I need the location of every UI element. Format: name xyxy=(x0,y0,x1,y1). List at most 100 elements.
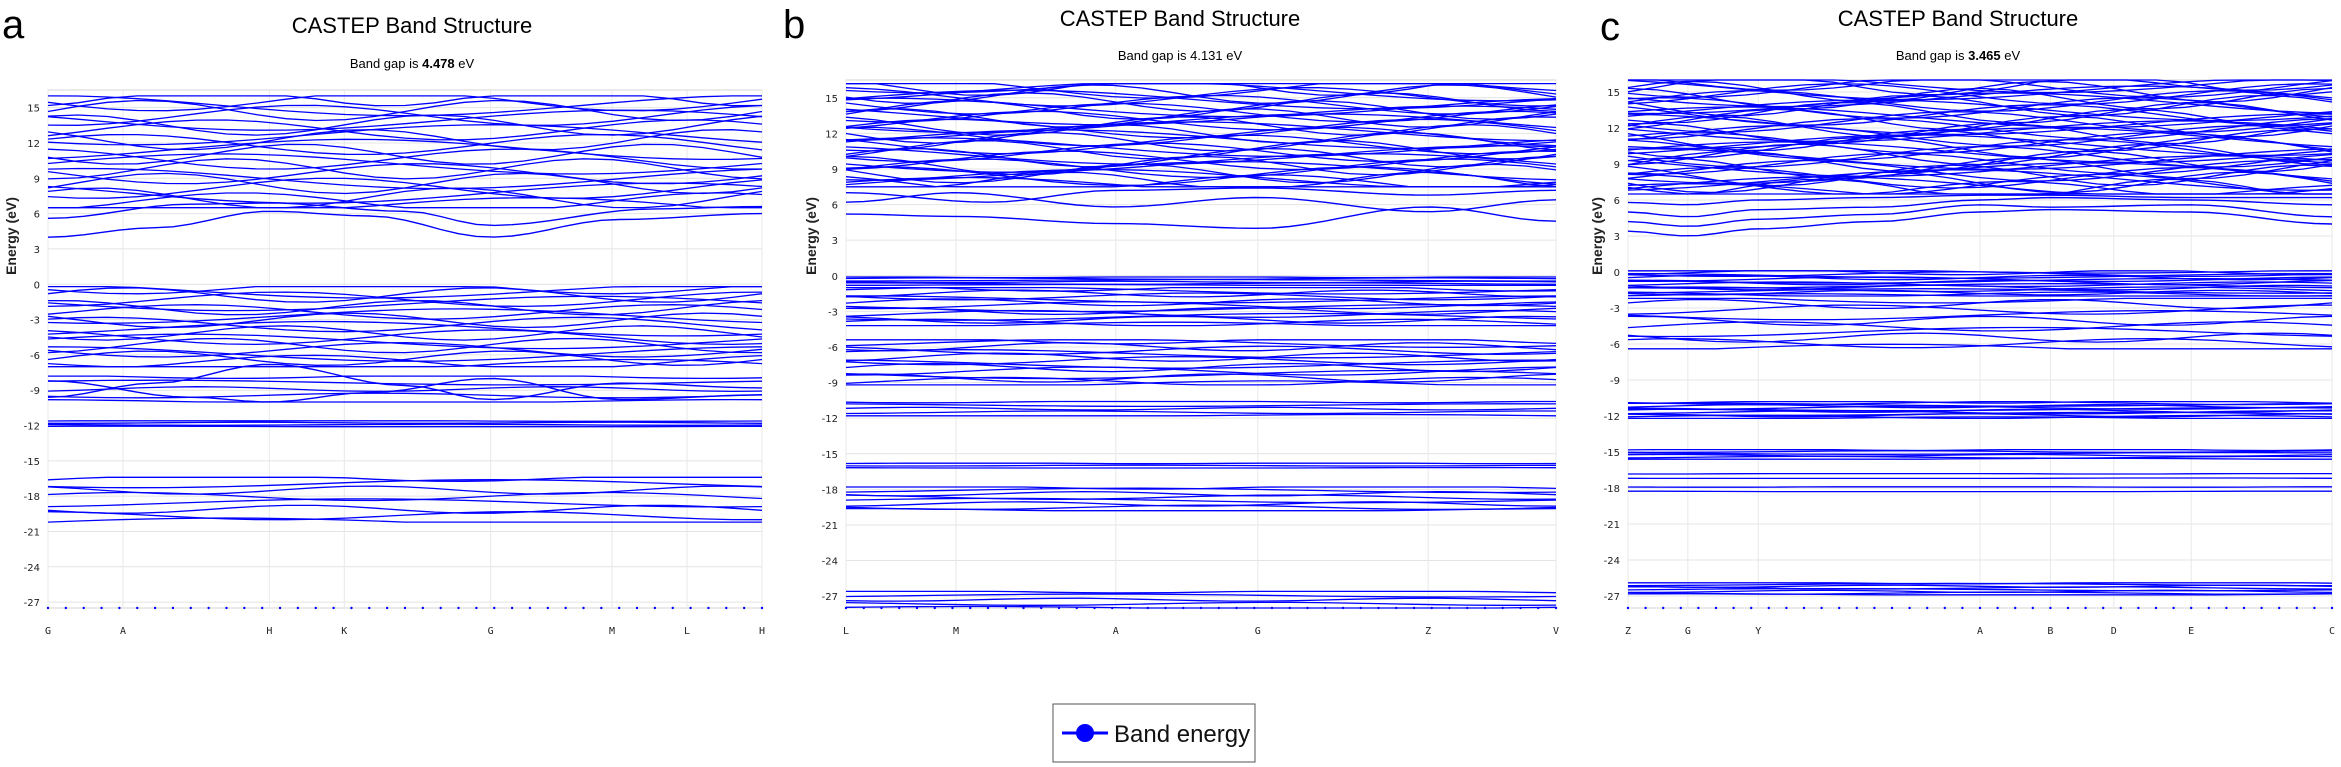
y-tick-label: -12 xyxy=(1604,412,1620,423)
axis-marker xyxy=(1359,606,1362,610)
band-line xyxy=(845,601,1557,606)
band-line xyxy=(846,413,1557,417)
band-line xyxy=(1627,338,2333,349)
axis-marker xyxy=(1767,606,1771,610)
axis-marker xyxy=(1004,606,1007,610)
axis-marker xyxy=(1146,606,1149,610)
panel-b-title: CASTEP Band Structure xyxy=(1060,6,1301,31)
axis-marker xyxy=(951,606,954,610)
band-line xyxy=(1627,127,2333,150)
band-line xyxy=(1627,400,2333,406)
y-tick-label: -3 xyxy=(1610,304,1620,315)
axis-marker xyxy=(100,606,103,610)
band-line xyxy=(47,119,763,141)
band-line xyxy=(47,517,762,523)
axis-marker xyxy=(1537,606,1540,610)
axis-marker xyxy=(635,606,639,610)
band-line xyxy=(47,398,763,403)
band-line xyxy=(47,420,763,422)
band-line xyxy=(1627,448,2333,452)
k-point-label: E xyxy=(2188,626,2194,637)
band-line xyxy=(845,89,1557,110)
y-tick-label: -15 xyxy=(24,457,40,468)
axis-marker xyxy=(1040,606,1043,610)
axis-marker xyxy=(1943,606,1947,610)
axis-marker xyxy=(1022,606,1025,610)
axis-marker xyxy=(1697,606,1700,610)
band-line xyxy=(47,158,763,180)
band-line xyxy=(47,133,763,156)
band-line xyxy=(47,295,763,312)
band-line xyxy=(845,359,1556,369)
axis-marker xyxy=(1732,606,1735,610)
axis-marker xyxy=(1626,606,1630,610)
band-line xyxy=(846,380,1556,386)
axis-marker xyxy=(2049,606,2052,610)
axis-marker xyxy=(278,606,282,610)
band-line xyxy=(48,285,762,299)
axis-marker xyxy=(898,606,901,610)
axis-marker xyxy=(493,606,496,610)
axis-marker xyxy=(2031,606,2035,610)
axis-marker xyxy=(457,606,460,610)
panel-c-title: CASTEP Band Structure xyxy=(1838,6,2079,31)
band-line xyxy=(47,291,763,308)
axis-marker xyxy=(1164,606,1167,610)
y-tick-label: 9 xyxy=(1614,160,1620,171)
band-line xyxy=(1627,587,2333,592)
axis-marker xyxy=(1270,606,1274,610)
axis-marker xyxy=(1288,606,1291,610)
y-tick-label: 15 xyxy=(27,104,40,115)
k-point-label: H xyxy=(759,626,765,637)
y-tick-label: -27 xyxy=(24,598,40,609)
band-line xyxy=(47,341,763,358)
axis-marker xyxy=(1235,606,1238,610)
band-line xyxy=(47,124,763,146)
band-line xyxy=(845,597,1557,602)
panel-b-ylabel: Energy (eV) xyxy=(803,197,819,275)
band-line xyxy=(845,406,1557,411)
axis-marker xyxy=(1182,606,1185,610)
band-line xyxy=(48,421,763,424)
band-line xyxy=(1627,171,2333,194)
band-line xyxy=(845,82,1557,94)
k-point-label: Y xyxy=(1755,626,1761,637)
axis-marker xyxy=(1750,606,1753,610)
band-line xyxy=(48,354,763,368)
band-line xyxy=(47,485,763,495)
band-line xyxy=(845,400,1556,404)
band-line xyxy=(1627,148,2333,170)
axis-marker xyxy=(1111,606,1114,610)
k-point-label: C xyxy=(2329,626,2335,637)
band-line xyxy=(1627,159,2333,182)
band-line xyxy=(845,150,1557,171)
band-line xyxy=(47,425,763,428)
k-point-label: B xyxy=(2047,626,2053,637)
axis-marker xyxy=(742,606,746,610)
axis-marker xyxy=(933,606,936,610)
axis-marker xyxy=(2154,606,2158,610)
axis-marker xyxy=(1996,606,1999,610)
band-line xyxy=(1627,304,2333,315)
band-line xyxy=(1628,297,2332,304)
axis-marker xyxy=(510,606,514,610)
band-line xyxy=(845,345,1557,355)
y-tick-label: -24 xyxy=(24,563,40,574)
axis-marker xyxy=(969,606,972,610)
axis-marker xyxy=(261,606,264,610)
y-tick-label: 6 xyxy=(832,201,838,212)
axis-marker xyxy=(1341,606,1345,610)
band-line xyxy=(1628,582,2333,585)
band-line xyxy=(47,386,763,393)
axis-marker xyxy=(439,606,442,610)
y-tick-label: 6 xyxy=(1614,196,1620,207)
axis-marker xyxy=(915,606,919,610)
panel-b-letter: b xyxy=(783,3,805,47)
dispersive-band-line xyxy=(47,202,763,227)
band-line xyxy=(1628,457,2332,460)
band-line xyxy=(845,131,1557,152)
y-tick-label: -6 xyxy=(1610,340,1620,351)
y-tick-label: -6 xyxy=(828,343,838,354)
band-line xyxy=(846,590,1557,594)
panel-b-plot: 15 12 9 6 3 0 -3 -6 -9 -12 -15 -18 -21 -24 -27 L M A G Z V xyxy=(822,79,1559,637)
